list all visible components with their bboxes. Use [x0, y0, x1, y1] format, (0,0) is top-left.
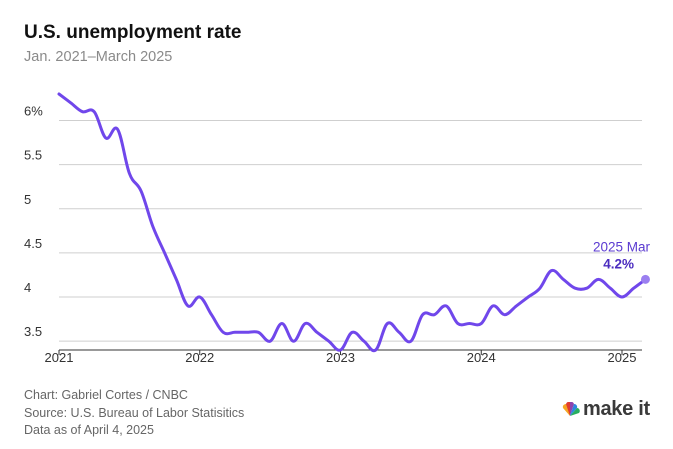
chart-source: Source: U.S. Bureau of Labor Statisitics	[24, 405, 245, 420]
cnbc-make-it-logo: make it	[560, 398, 650, 421]
latest-data-point	[640, 274, 650, 284]
chart-footer: Chart: Gabriel Cortes / CNBC Source: U.S…	[24, 387, 244, 440]
x-tick-label: 2025	[608, 350, 637, 365]
annotation-value-label: 4.2%	[603, 256, 634, 271]
unemployment-rate-line	[57, 92, 647, 353]
x-tick-label: 2022	[185, 350, 214, 365]
x-tick-label: 2021	[45, 350, 74, 365]
data-date: Data as of April 4, 2025	[24, 423, 154, 437]
y-tick-label: 5	[24, 192, 31, 207]
chart-credit: Chart: Gabriel Cortes / CNBC	[24, 388, 188, 402]
y-axis-ticks: 3.5 4 4.5 5 5.5 6%	[24, 103, 43, 339]
chart-subtitle: Jan. 2021–March 2025	[24, 49, 173, 65]
x-axis-ticks: 2021 2022 2023 2024 2025	[45, 350, 637, 365]
peacock-icon	[562, 401, 580, 416]
y-tick-label: 6%	[24, 103, 43, 118]
chart-title: U.S. unemployment rate	[24, 22, 242, 43]
y-tick-label: 5.5	[24, 148, 42, 163]
gridlines	[59, 119, 642, 351]
annotation-date-label: 2025 Mar	[593, 239, 651, 254]
x-tick-label: 2024	[467, 350, 496, 365]
x-tick-label: 2023	[326, 350, 355, 365]
y-tick-label: 4	[24, 280, 31, 295]
y-tick-label: 4.5	[24, 236, 42, 251]
logo-wordmark: make it	[583, 398, 650, 420]
y-tick-label: 3.5	[24, 324, 42, 339]
